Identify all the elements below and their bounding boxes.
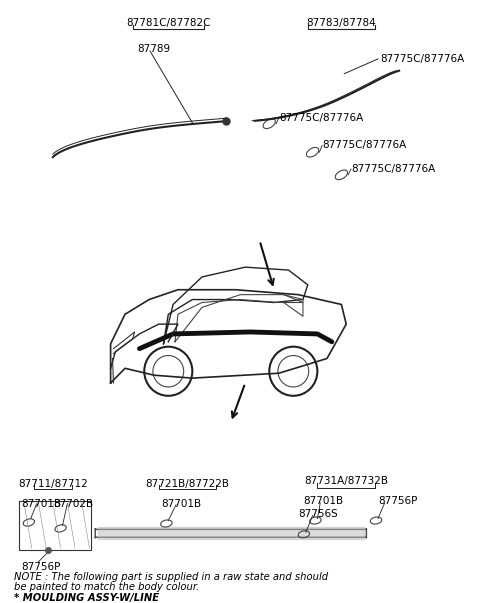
Text: 87756P: 87756P — [21, 562, 60, 572]
Text: 87701B: 87701B — [303, 496, 343, 506]
Text: 87701B: 87701B — [162, 499, 202, 509]
Text: 87756S: 87756S — [298, 509, 338, 519]
Text: 87756P: 87756P — [378, 496, 417, 506]
Text: 87775C/87776A: 87775C/87776A — [351, 164, 435, 174]
Text: 87781C/87782C: 87781C/87782C — [126, 17, 211, 28]
Text: 87789: 87789 — [138, 44, 171, 54]
Text: 87731A/87732B: 87731A/87732B — [304, 476, 388, 487]
Text: 87775C/87776A: 87775C/87776A — [279, 113, 363, 123]
Text: 87775C/87776A: 87775C/87776A — [380, 54, 464, 64]
Text: 87711/87712: 87711/87712 — [18, 479, 88, 489]
Text: 87783/87784: 87783/87784 — [307, 17, 376, 28]
Text: 87721B/87722B: 87721B/87722B — [145, 479, 229, 489]
Text: * MOULDING ASSY-W/LINE: * MOULDING ASSY-W/LINE — [14, 593, 159, 603]
Text: NOTE : The following part is supplied in a raw state and should: NOTE : The following part is supplied in… — [14, 572, 328, 582]
Text: 87775C/87776A: 87775C/87776A — [322, 140, 407, 150]
Text: be painted to match the body colour.: be painted to match the body colour. — [14, 582, 200, 592]
Text: 87701B: 87701B — [21, 499, 61, 509]
Text: 87702B: 87702B — [53, 499, 93, 509]
